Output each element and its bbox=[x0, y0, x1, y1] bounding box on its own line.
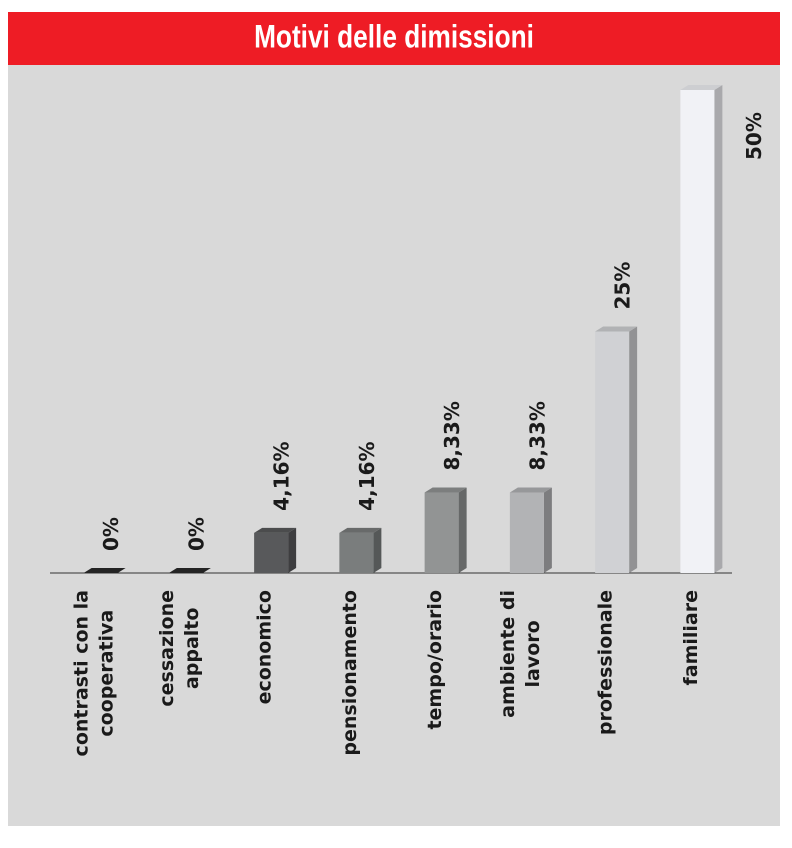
value-label: 50% bbox=[742, 112, 766, 160]
value-label: 8,33% bbox=[440, 401, 464, 470]
bar-front bbox=[509, 492, 544, 573]
x-tick-label: cooperativa bbox=[96, 610, 118, 737]
bar-top bbox=[424, 487, 467, 493]
title-band bbox=[8, 12, 780, 65]
x-tick-label: lavoro bbox=[522, 620, 544, 687]
bar bbox=[595, 326, 638, 573]
x-tick-label: pensionamento bbox=[339, 590, 361, 756]
x-tick-label: appalto bbox=[181, 608, 203, 690]
bar-front bbox=[424, 492, 459, 573]
bar-front bbox=[254, 532, 289, 573]
bar-side bbox=[288, 527, 297, 573]
value-label: 4,16% bbox=[270, 441, 294, 510]
bar-top bbox=[339, 527, 382, 533]
value-label: 0% bbox=[184, 517, 208, 551]
x-tick-label: ambiente di bbox=[497, 590, 519, 718]
bar bbox=[424, 487, 467, 573]
bar-top bbox=[83, 568, 126, 573]
value-label: 4,16% bbox=[355, 441, 379, 510]
bar bbox=[339, 527, 382, 573]
x-tick-label: contrasti con la bbox=[71, 590, 93, 756]
bar bbox=[254, 527, 297, 573]
bar-top bbox=[509, 487, 552, 493]
bar-top bbox=[254, 527, 297, 533]
bar-top bbox=[595, 326, 638, 332]
value-label: 8,33% bbox=[525, 401, 549, 470]
value-label: 0% bbox=[99, 517, 123, 551]
bar-side bbox=[373, 527, 382, 573]
x-tick-label: tempo/orario bbox=[424, 590, 446, 730]
chart-title: Motivi delle dimissioni bbox=[254, 20, 534, 55]
bar-side bbox=[629, 326, 638, 573]
bar-side bbox=[458, 487, 467, 573]
bar-front bbox=[595, 331, 630, 573]
bar-top bbox=[168, 568, 211, 573]
x-tick-label: familiare bbox=[680, 590, 702, 686]
value-label: 25% bbox=[611, 262, 635, 310]
bar-side bbox=[543, 487, 552, 573]
bar-side bbox=[714, 85, 723, 573]
panel bbox=[8, 12, 780, 826]
x-tick-label: economico bbox=[254, 590, 276, 704]
x-tick-label: professionale bbox=[595, 590, 617, 735]
bar bbox=[509, 487, 552, 573]
bar-front bbox=[339, 532, 374, 573]
x-tick-label: cessazione bbox=[156, 590, 178, 707]
bar-top bbox=[680, 85, 723, 90]
bar bbox=[680, 85, 723, 573]
bar-front bbox=[680, 90, 715, 573]
bar bbox=[83, 568, 126, 574]
bar bbox=[168, 568, 211, 574]
